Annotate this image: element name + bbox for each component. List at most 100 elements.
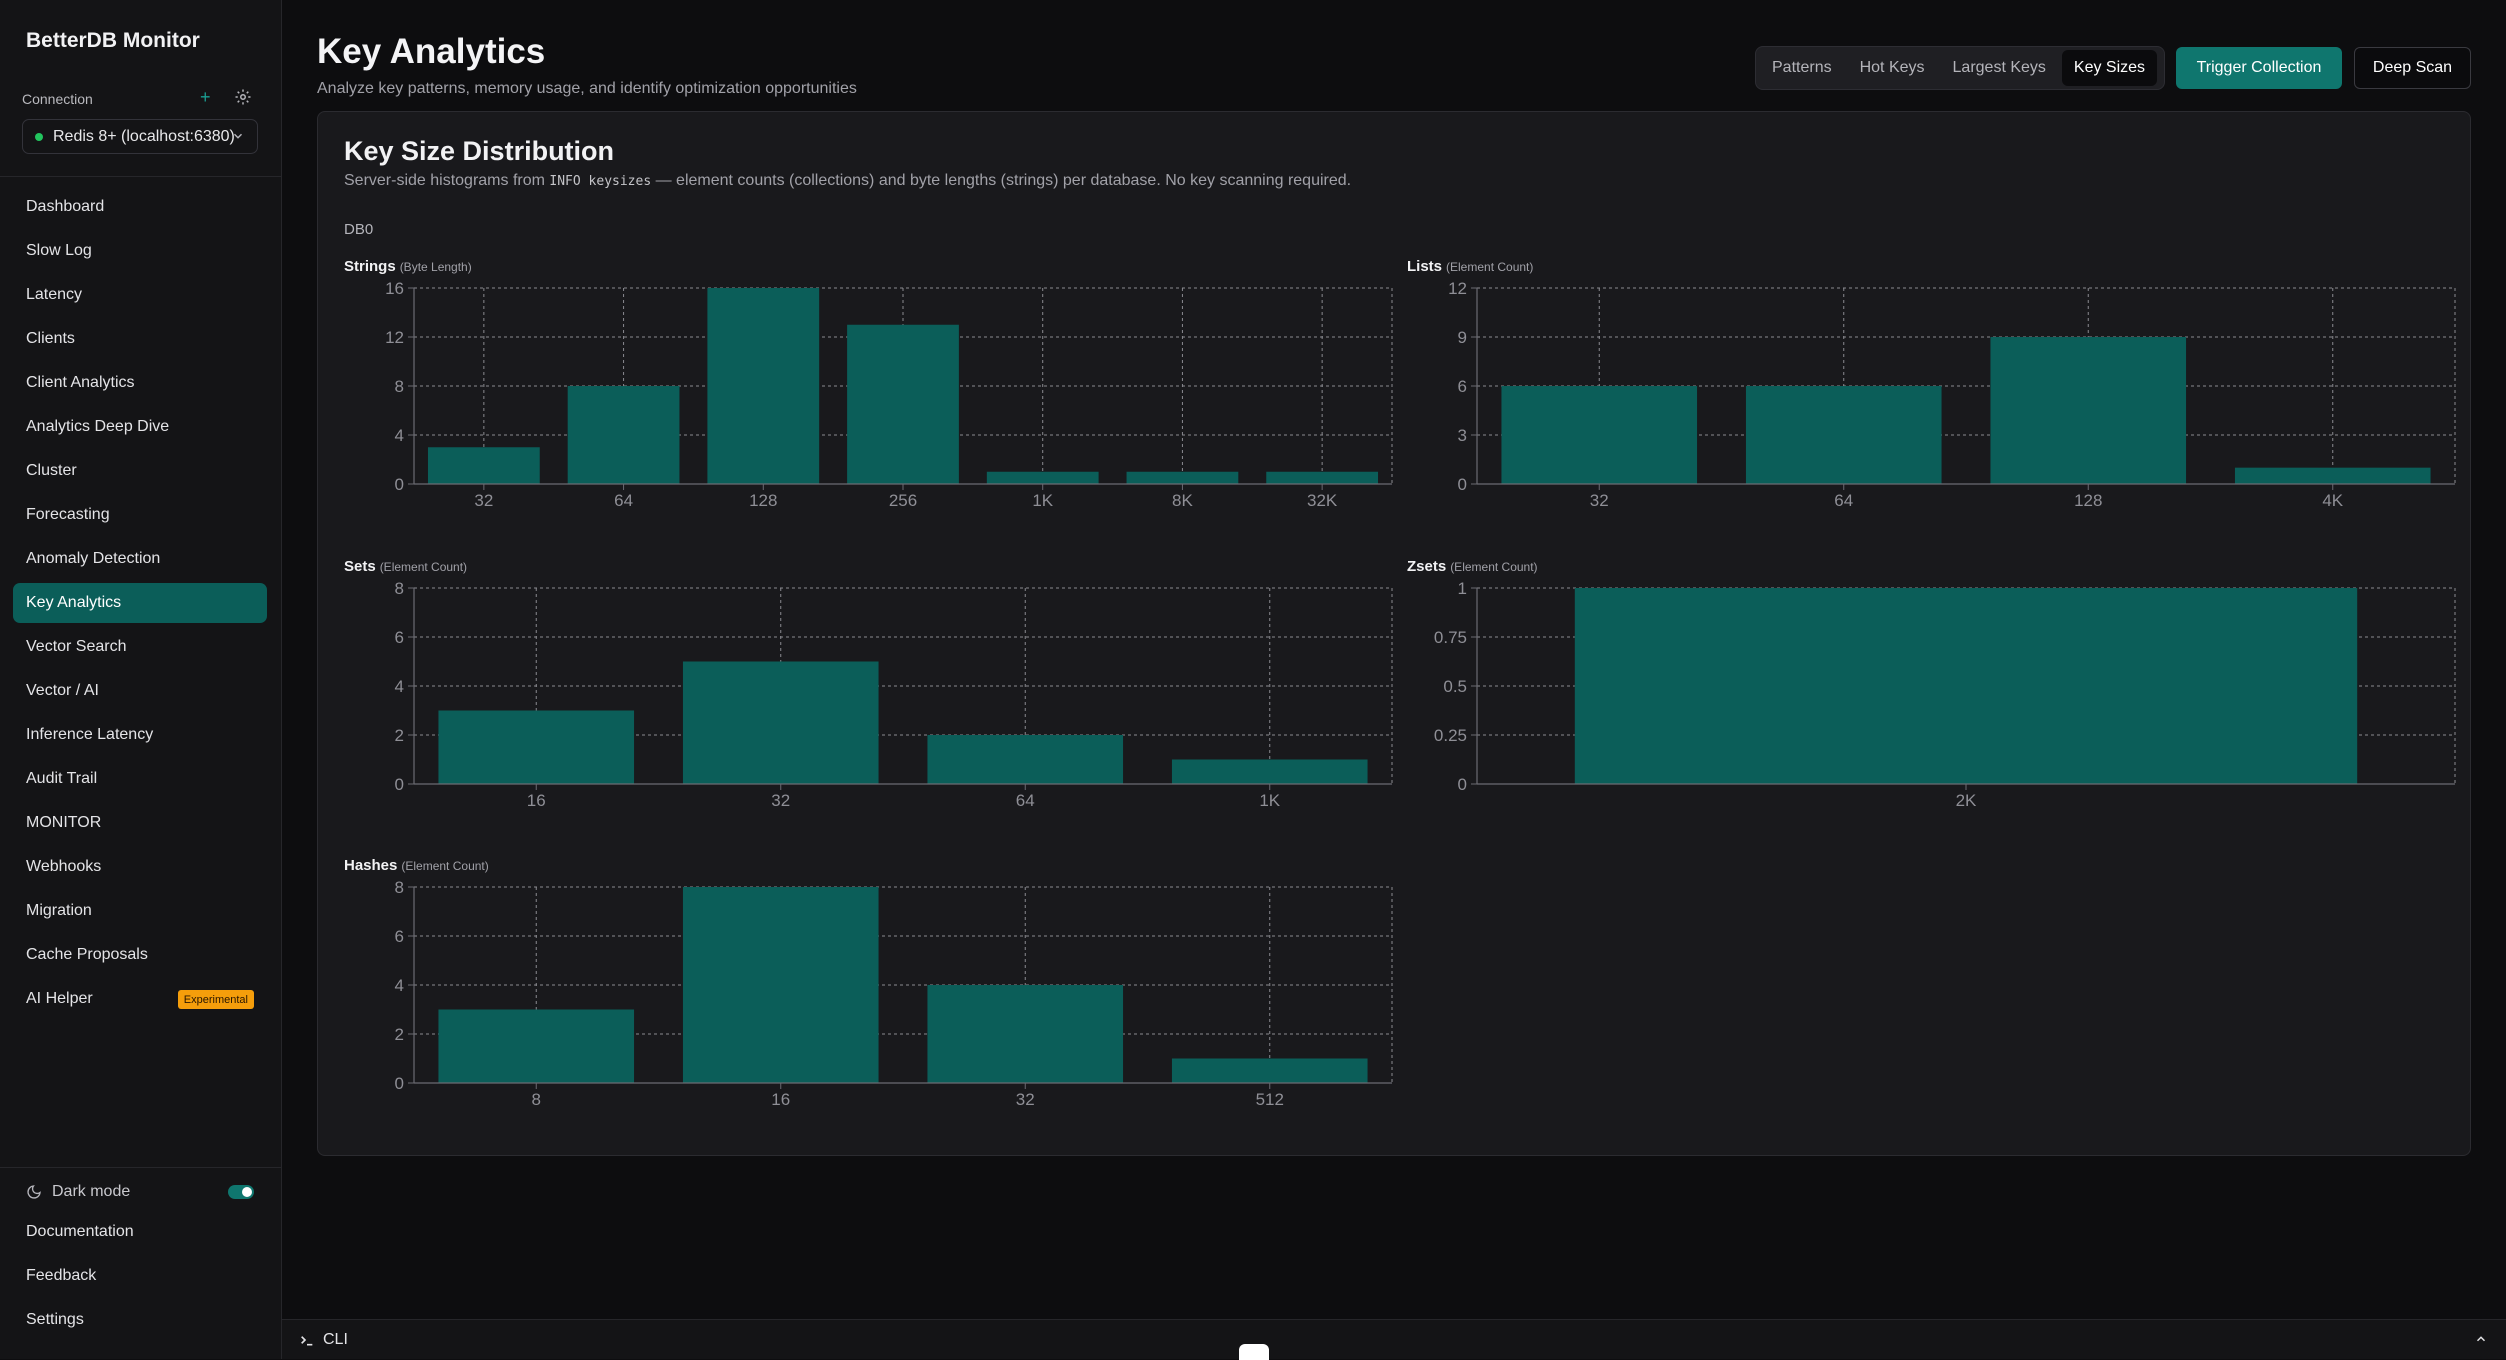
x-tick-label: 512 (1256, 1090, 1284, 1109)
key-size-card: Key Size Distribution Server-side histog… (317, 111, 2471, 1156)
x-tick-label: 1K (1259, 791, 1280, 810)
sidebar-item-anomaly-detection[interactable]: Anomaly Detection (13, 539, 267, 579)
cli-toggle[interactable]: CLI (299, 1331, 348, 1349)
sidebar-bottom: Dark mode Documentation Feedback Setting… (13, 1172, 267, 1344)
chart-title: Sets (Element Count) (344, 558, 1394, 575)
sidebar-item-label: Analytics Deep Dive (26, 418, 170, 435)
resize-handle[interactable] (1239, 1344, 1269, 1360)
sidebar-item-label: Cache Proposals (26, 946, 148, 963)
tab-hot-keys[interactable]: Hot Keys (1859, 59, 1925, 76)
database-label: DB0 (344, 221, 374, 238)
card-subtitle-post: — element counts (collections) and byte … (655, 172, 1352, 189)
y-tick-label: 8 (395, 579, 404, 598)
experimental-badge: Experimental (177, 990, 254, 1009)
add-connection-icon[interactable]: + (200, 87, 211, 107)
sidebar-item-label: Key Analytics (26, 594, 122, 611)
sidebar-item-label: Dashboard (26, 198, 105, 215)
y-tick-label: 0.5 (1443, 677, 1467, 696)
sidebar-item-documentation[interactable]: Documentation (13, 1212, 267, 1252)
bar (1266, 471, 1379, 484)
y-tick-label: 8 (395, 878, 404, 897)
sidebar-item-dashboard[interactable]: Dashboard (13, 187, 267, 227)
sidebar-item-vector-search[interactable]: Vector Search (13, 627, 267, 667)
sidebar-item-label: Vector / AI (26, 682, 99, 699)
y-tick-label: 0.25 (1434, 726, 1467, 745)
sidebar-item-label: Slow Log (26, 242, 92, 259)
sidebar-item-analytics-deep-dive[interactable]: Analytics Deep Dive (13, 407, 267, 447)
card-subtitle-code: INFO keysizes (549, 174, 652, 189)
connection-label: Connection (22, 91, 93, 107)
y-tick-label: 16 (385, 279, 404, 298)
bar (707, 288, 820, 484)
tab-patterns[interactable]: Patterns (1772, 59, 1832, 76)
chart-title-text: Strings (344, 258, 396, 275)
bar (986, 471, 1099, 484)
x-tick-label: 2K (1956, 791, 1977, 810)
y-tick-label: 2 (395, 726, 404, 745)
bar (1745, 386, 1942, 484)
bar (847, 324, 959, 484)
sidebar-item-audit-trail[interactable]: Audit Trail (13, 759, 267, 799)
main-content: Key Analytics Analyze key patterns, memo… (282, 0, 2506, 1359)
sidebar-item-cache-proposals[interactable]: Cache Proposals (13, 935, 267, 975)
cli-bar[interactable]: CLI (282, 1319, 2506, 1360)
y-tick-label: 2 (395, 1025, 404, 1044)
chart-title: Zsets (Element Count) (1407, 558, 2457, 575)
sidebar-divider (0, 176, 282, 177)
dark-mode-row[interactable]: Dark mode (13, 1172, 267, 1212)
sidebar-item-client-analytics[interactable]: Client Analytics (13, 363, 267, 403)
status-dot (35, 132, 43, 141)
sidebar-item-migration[interactable]: Migration (13, 891, 267, 931)
x-tick-label: 64 (1834, 491, 1853, 510)
trigger-collection-button[interactable]: Trigger Collection (2176, 47, 2342, 89)
sidebar-item-ai-helper[interactable]: AI Helper Experimental (13, 979, 267, 1019)
bar (927, 985, 1124, 1083)
sidebar-item-cluster[interactable]: Cluster (13, 451, 267, 491)
gear-icon[interactable] (234, 88, 252, 106)
sidebar-item-webhooks[interactable]: Webhooks (13, 847, 267, 887)
sidebar-item-forecasting[interactable]: Forecasting (13, 495, 267, 535)
connection-value: Redis 8+ (localhost:6380) (53, 127, 235, 145)
chart-title-text: Hashes (344, 857, 398, 874)
x-tick-label: 16 (771, 1090, 790, 1109)
card-subtitle: Server-side histograms from INFO keysize… (344, 172, 1351, 190)
sidebar-item-label: Settings (26, 1311, 84, 1328)
y-tick-label: 6 (1458, 377, 1467, 396)
x-tick-label: 32 (474, 491, 493, 510)
sidebar-item-monitor[interactable]: MONITOR (13, 803, 267, 843)
deep-scan-button[interactable]: Deep Scan (2354, 47, 2471, 89)
bar (927, 735, 1124, 784)
bar (1171, 1058, 1368, 1083)
x-tick-label: 16 (527, 791, 546, 810)
x-tick-label: 32 (1590, 491, 1609, 510)
dark-mode-toggle[interactable] (228, 1185, 254, 1199)
lists-chart: Lists (Element Count) 0 3 6 9 12 32 64 128 4K (1407, 258, 2457, 510)
sidebar-item-feedback[interactable]: Feedback (13, 1256, 267, 1296)
y-tick-label: 0 (395, 775, 404, 794)
sidebar-item-vector-ai[interactable]: Vector / AI (13, 671, 267, 711)
sidebar-divider (0, 1167, 282, 1168)
sidebar-item-inference-latency[interactable]: Inference Latency (13, 715, 267, 755)
bar (1171, 759, 1368, 784)
chart-title: Hashes (Element Count) (344, 857, 1394, 874)
tab-largest-keys[interactable]: Largest Keys (1952, 59, 2046, 76)
bar (438, 1009, 635, 1083)
chevron-up-icon[interactable] (2474, 1332, 2488, 1346)
cli-label: CLI (323, 1331, 348, 1348)
connection-select[interactable]: Redis 8+ (localhost:6380) (22, 119, 258, 154)
sidebar-item-slow-log[interactable]: Slow Log (13, 231, 267, 271)
bar (682, 887, 879, 1083)
sidebar-item-clients[interactable]: Clients (13, 319, 267, 359)
sidebar-item-key-analytics[interactable]: Key Analytics (13, 583, 267, 623)
sets-chart: Sets (Element Count) 0 2 4 6 8 16 32 64 1K (344, 558, 1394, 810)
tab-key-sizes[interactable]: Key Sizes (2061, 50, 2158, 86)
bar (682, 661, 879, 784)
sidebar-item-settings[interactable]: Settings (13, 1300, 267, 1340)
x-tick-label: 64 (1016, 791, 1035, 810)
hashes-chart: Hashes (Element Count) 0 2 4 6 8 8 16 32 512 (344, 857, 1394, 1109)
sidebar-item-latency[interactable]: Latency (13, 275, 267, 315)
bar (2234, 467, 2431, 484)
sidebar-item-label: Forecasting (26, 506, 110, 523)
y-tick-label: 4 (395, 976, 404, 995)
sidebar-item-label: Vector Search (26, 638, 127, 655)
